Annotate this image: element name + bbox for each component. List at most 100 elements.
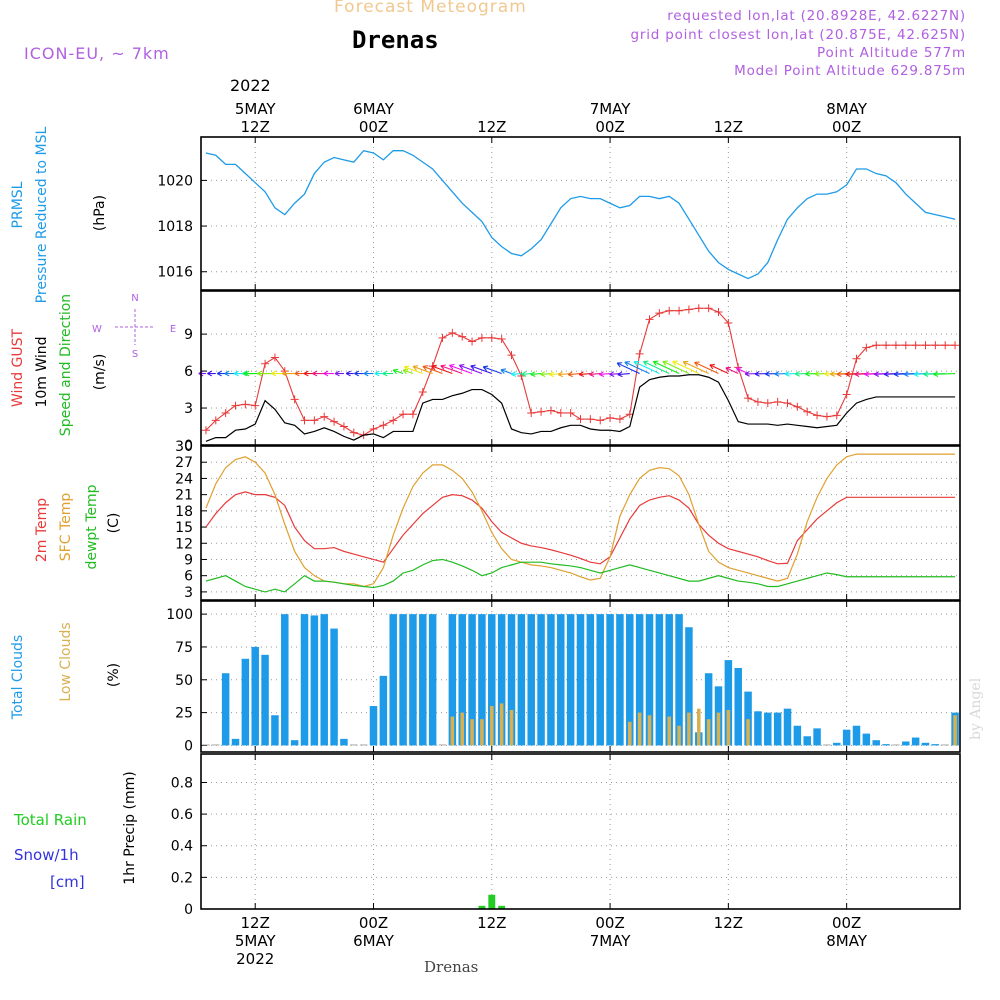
wind-direction-arrowhead xyxy=(754,370,760,377)
gust-marker xyxy=(458,332,467,341)
total-clouds-bar xyxy=(862,733,871,746)
low-clouds-bar xyxy=(706,719,711,746)
wind-direction-arrow xyxy=(470,365,492,375)
wind-direction-arrowhead xyxy=(624,361,630,367)
bottom-time-label: 8MAY xyxy=(826,932,868,950)
wind-direction-arrow xyxy=(521,372,532,375)
gust-marker xyxy=(694,304,703,313)
top-time-label: 00Z xyxy=(595,118,624,136)
gust-marker xyxy=(852,354,861,363)
wind-direction-arrow xyxy=(624,361,650,375)
wind-direction-arrowhead xyxy=(470,364,476,370)
low-clouds-bar xyxy=(470,719,474,746)
gust-marker xyxy=(822,412,831,421)
y-tick-label: 0.2 xyxy=(171,870,193,886)
gust-marker xyxy=(803,407,812,416)
bottom-time-label: 6MAY xyxy=(353,932,395,950)
total-clouds-bar xyxy=(921,742,930,746)
wind-direction-arrowhead xyxy=(242,370,248,377)
gust-marker xyxy=(931,341,940,350)
y-tick-label: 0 xyxy=(184,438,193,454)
gust-marker xyxy=(201,426,210,435)
rain-bar xyxy=(498,905,506,909)
wind-direction-arrow xyxy=(616,362,640,375)
top-time-label: 7MAY xyxy=(590,100,632,118)
model-label: ICON-EU, ~ 7km xyxy=(24,44,170,63)
y-tick-label: 9 xyxy=(184,327,193,343)
compass-letter: N xyxy=(131,293,138,304)
total-clouds-bar xyxy=(803,736,811,746)
y-tick-label: 24 xyxy=(175,471,193,487)
low-clouds-bar xyxy=(499,703,504,746)
wind-direction-arrowhead xyxy=(392,368,399,375)
total-clouds-bar xyxy=(428,614,437,746)
gust-marker xyxy=(891,341,900,350)
gust-marker xyxy=(872,341,881,350)
total-clouds-bar xyxy=(517,614,526,746)
wind-direction-arrowhead xyxy=(482,365,489,371)
wind-direction-arrowhead xyxy=(643,360,649,366)
total-clouds-bar xyxy=(527,614,535,746)
total-clouds-bar xyxy=(842,729,851,746)
y-tick-label: 21 xyxy=(175,488,193,504)
gust-marker xyxy=(684,305,693,314)
gust-marker xyxy=(566,408,575,417)
gust-marker xyxy=(448,328,457,337)
total-clouds-bar xyxy=(685,627,693,746)
precip-label: 1hr Precip (mm) xyxy=(122,771,138,884)
gust-marker xyxy=(753,397,762,406)
wind-direction-arrowhead xyxy=(617,371,623,378)
gust-marker xyxy=(270,353,279,362)
wind-direction-arrowhead xyxy=(616,362,623,368)
low-clouds-bar xyxy=(509,709,514,746)
wind-direction-arrow xyxy=(449,364,473,375)
total-clouds-bar xyxy=(557,614,565,746)
wind-direction-arrow xyxy=(402,369,414,375)
gust-marker xyxy=(468,337,477,346)
bottom-time-label: 00Z xyxy=(832,914,861,932)
total-clouds-bar xyxy=(448,614,457,746)
panel-frame-temperature xyxy=(200,445,961,601)
gust-marker xyxy=(941,341,950,350)
wind-direction-arrow xyxy=(530,372,542,375)
wind-direction-arrowhead xyxy=(913,371,919,378)
total-clouds-bar xyxy=(813,728,821,746)
total-clouds-bar xyxy=(764,712,772,746)
total-clouds-label: Total Clouds xyxy=(10,635,26,720)
wind-direction-arrow xyxy=(422,365,443,375)
total-clouds-bar xyxy=(596,614,604,746)
wind-direction-arrowhead xyxy=(449,364,455,370)
gust-marker xyxy=(369,424,378,433)
total-clouds-bar xyxy=(320,614,328,746)
total-clouds-bar xyxy=(221,673,230,746)
gust-marker xyxy=(241,400,250,409)
gust-marker xyxy=(842,390,851,399)
wind-direction-arrowhead xyxy=(303,370,309,377)
wind-direction-arrowhead xyxy=(403,365,410,371)
total-clouds-bar xyxy=(931,744,940,746)
wind-direction-arrowhead xyxy=(257,370,262,377)
wind-direction-arrowhead xyxy=(764,370,770,377)
wind-unit-label: (m/s) xyxy=(92,354,108,391)
wind-direction-arrowhead xyxy=(440,364,446,370)
temp-2m-line xyxy=(205,491,956,565)
wind-direction-arrowhead xyxy=(845,371,851,378)
total-clouds-bar xyxy=(438,744,447,746)
gust-marker xyxy=(221,408,230,417)
wind-direction-arrow xyxy=(694,361,719,375)
wind-direction-arrowhead xyxy=(784,370,790,377)
y-tick-label: 100 xyxy=(166,607,193,623)
wind-direction-arrowhead xyxy=(244,370,250,377)
total-clouds-bar xyxy=(645,614,654,746)
wind-direction-arrow xyxy=(736,367,749,375)
wind-direction-arrowhead xyxy=(883,371,889,378)
wind-direction-arrowhead xyxy=(829,371,835,377)
wind-direction-arrow xyxy=(589,372,601,376)
top-time-label: 6MAY xyxy=(353,100,395,118)
wind-direction-arrowhead xyxy=(334,370,340,377)
wind-direction-arrowhead xyxy=(422,365,428,371)
total-clouds-bar xyxy=(616,614,624,746)
gust-marker xyxy=(290,395,299,404)
wind-direction-arrowhead xyxy=(805,370,811,377)
